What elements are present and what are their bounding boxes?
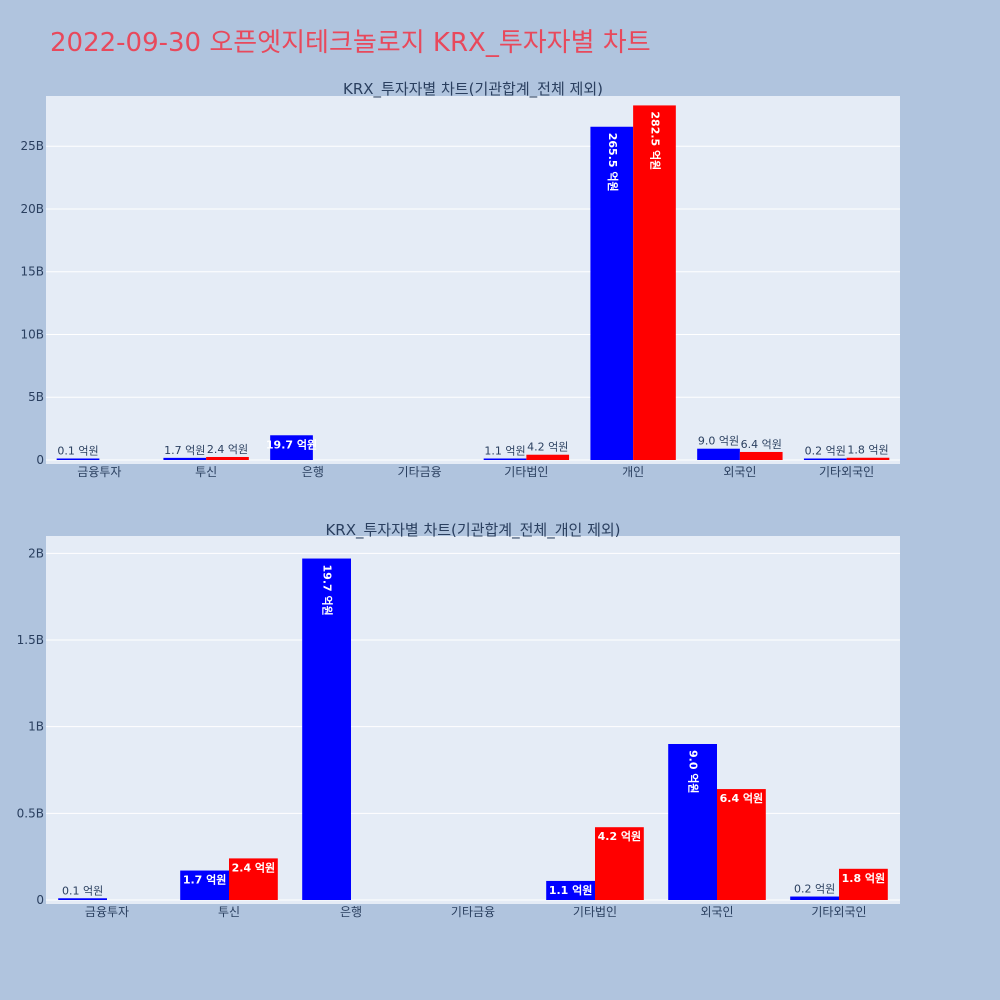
bar <box>717 789 766 900</box>
y-tick-label: 10B <box>20 327 44 341</box>
bar <box>803 458 847 460</box>
bar <box>483 458 527 460</box>
y-tick-label: 2B <box>28 546 44 560</box>
bar <box>206 456 249 460</box>
data-label: 1.1 억원 <box>549 883 593 897</box>
data-label: 19.7 억원 <box>266 437 317 451</box>
x-tick-label: 은행 <box>302 464 324 479</box>
data-label: 6.4 억원 <box>720 791 764 805</box>
y-tick-label: 0 <box>36 453 44 467</box>
x-tick-label: 기타외국인 <box>819 465 874 479</box>
bar <box>163 457 207 460</box>
x-tick-label: 기타외국인 <box>811 905 866 919</box>
chart-2: 0 0.5B 1B 1.5B 2B KRX_투자자별 차트(기관합계_전체_개인 제외) 금… <box>17 521 900 919</box>
data-label: 1.8 억원 <box>842 871 886 885</box>
data-label: 0.1 억원 <box>62 884 103 897</box>
bar <box>526 454 570 460</box>
x-tick-label: 금융투자 <box>85 905 129 919</box>
y-tick-label: 25B <box>20 139 44 153</box>
x-tick-label: 기타법인 <box>573 905 617 919</box>
bar <box>302 558 351 900</box>
x-tick-label: 투신 <box>218 905 240 919</box>
bar <box>595 827 644 900</box>
chart-1: 0 5B 10B 15B 20B 25B KRX_투자자별 차트(기관합계_전체 제외) 금융… <box>20 80 900 479</box>
data-label: 19.7 억원 <box>321 565 335 616</box>
y-tick-label: 5B <box>28 390 44 404</box>
data-label: 2.4 억원 <box>232 860 276 874</box>
data-label: 0.1 억원 <box>57 445 98 458</box>
data-label: 0.2 억원 <box>805 445 846 458</box>
data-label: 265.5 억원 <box>606 133 620 192</box>
bar <box>590 126 634 461</box>
plot-area <box>46 96 900 464</box>
y-tick-label: 15B <box>20 265 44 279</box>
bar <box>739 451 783 460</box>
x-tick-label: 개인 <box>622 465 644 479</box>
bar <box>668 744 717 900</box>
bar <box>58 898 107 900</box>
x-tick-label: 기타금융 <box>451 905 495 919</box>
bar <box>790 896 839 900</box>
y-tick-label: 20B <box>20 202 44 216</box>
page-title: 2022-09-30 오픈엣지테크놀로지 KRX_투자자별 차트 <box>50 28 651 58</box>
y-tick-label: 0 <box>36 893 44 907</box>
chart-title: KRX_투자자별 차트(기관합계_전체_개인 제외) <box>325 521 620 540</box>
data-label: 1.1 억원 <box>484 445 525 458</box>
bar <box>839 868 888 900</box>
data-label: 4.2 억원 <box>598 829 642 843</box>
bar <box>229 858 278 900</box>
bar <box>546 880 595 900</box>
bar <box>180 870 229 900</box>
x-tick-label: 외국인 <box>700 905 733 919</box>
data-label: 1.7 억원 <box>164 444 205 457</box>
x-tick-label: 투신 <box>195 465 217 479</box>
y-tick-label: 1B <box>28 720 44 734</box>
x-tick-label: 외국인 <box>723 465 756 479</box>
bar <box>633 105 676 461</box>
x-tick-label: 은행 <box>340 904 362 919</box>
x-tick-label: 기타법인 <box>504 465 548 479</box>
bar <box>846 457 890 460</box>
data-label: 282.5 억원 <box>648 111 662 170</box>
x-tick-label: 기타금융 <box>398 465 442 479</box>
y-tick-label: 0.5B <box>17 806 44 820</box>
x-tick-label: 금융투자 <box>77 465 121 479</box>
data-label: 1.8 억원 <box>847 444 888 457</box>
data-label: 4.2 억원 <box>527 441 568 454</box>
bar <box>56 458 100 460</box>
y-tick-label: 1.5B <box>17 633 44 647</box>
chart-title: KRX_투자자별 차트(기관합계_전체 제외) <box>343 80 603 99</box>
data-label: 2.4 억원 <box>207 443 248 456</box>
data-label: 9.0 억원 <box>687 750 701 794</box>
plot-area <box>46 536 900 904</box>
data-label: 6.4 억원 <box>741 438 782 451</box>
data-label: 1.7 억원 <box>183 873 227 887</box>
data-label: 9.0 억원 <box>698 435 739 448</box>
bar <box>270 435 313 460</box>
bar <box>697 448 740 460</box>
data-label: 0.2 억원 <box>794 883 835 896</box>
